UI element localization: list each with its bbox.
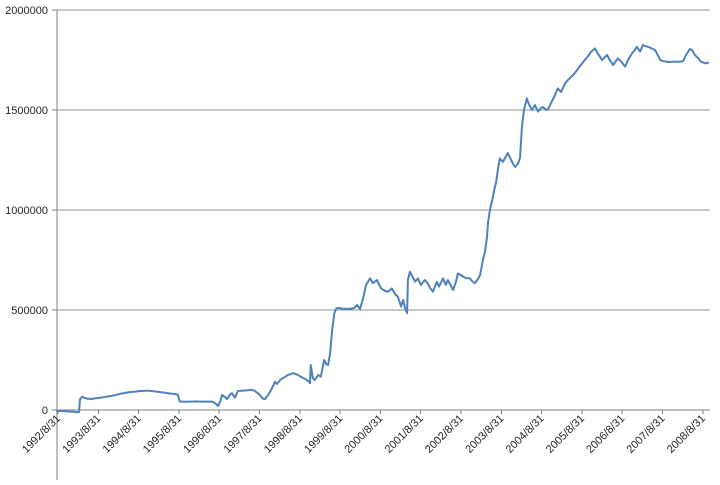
gridlines (57, 9, 710, 311)
x-axis-labels: 1992/8/311993/8/311994/8/311995/8/311996… (20, 413, 708, 456)
data-series (55, 44, 710, 414)
x-tick-label: 1993/8/31 (60, 413, 103, 456)
y-tick-label: 2000000 (5, 5, 48, 17)
x-tick-label: 2005/8/31 (544, 413, 587, 456)
x-tick-label: 2006/8/31 (584, 413, 627, 456)
data-series-line (55, 44, 710, 414)
x-tick-label: 1995/8/31 (141, 413, 184, 456)
x-tick-label: 2001/8/31 (383, 413, 426, 456)
x-tick-label: 2002/8/31 (423, 413, 466, 456)
x-tick-label: 2000/8/31 (342, 413, 385, 456)
x-tick-label: 1998/8/31 (262, 413, 305, 456)
y-axis-labels: 0 500000 1000000 1500000 2000000 (5, 5, 48, 417)
x-tick-label: 1994/8/31 (101, 413, 144, 456)
x-tick-label: 1996/8/31 (181, 413, 224, 456)
x-tick-label: 1999/8/31 (302, 413, 345, 456)
x-tick-label: 1997/8/31 (222, 413, 265, 456)
x-tick-label: 2004/8/31 (504, 413, 547, 456)
y-tick-label: 0 (42, 405, 48, 417)
axes (52, 9, 710, 480)
y-tick-label: 1500000 (5, 105, 48, 117)
y-tick-label: 1000000 (5, 205, 48, 217)
x-tick-label: 2008/8/31 (665, 413, 708, 456)
y-tick-label: 500000 (11, 305, 48, 317)
x-tick-label: 2007/8/31 (625, 413, 668, 456)
x-tick-label: 2003/8/31 (463, 413, 506, 456)
